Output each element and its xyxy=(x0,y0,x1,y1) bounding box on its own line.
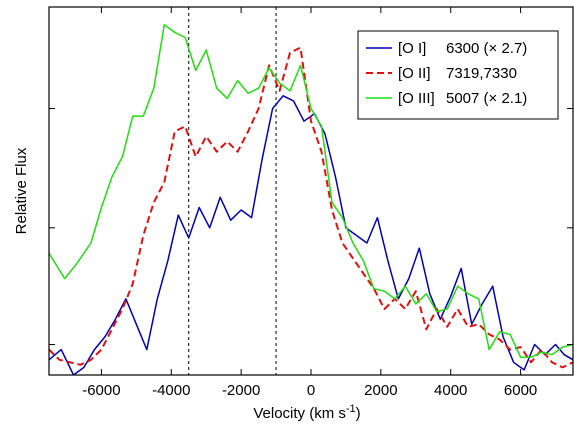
x-axis-title: Velocity (km s-1) xyxy=(253,403,360,422)
legend-suffix-2: 5007 (× 2.1) xyxy=(446,90,527,107)
x-axis-title-close: ) xyxy=(356,405,361,422)
x-tick-label-5: 4000 xyxy=(434,382,467,399)
legend-suffix-1: 7319,7330 xyxy=(446,65,517,82)
legend-suffix-0: 6300 (× 2.7) xyxy=(446,40,527,57)
x-axis-title-superscript: -1 xyxy=(346,403,356,415)
legend-label-1: [O II] xyxy=(398,65,431,82)
x-tick-label-1: -4000 xyxy=(152,382,190,399)
series-line-2 xyxy=(49,24,573,358)
legend-label-0: [O I] xyxy=(398,40,426,57)
x-tick-label-6: 6000 xyxy=(504,382,537,399)
legend-entries: [O I] 6300 (× 2.7) [O II] 7319,7330 [O III] 5… xyxy=(366,40,527,107)
axis-labels: -6000 -4000 -2000 0 2000 4000 6000 xyxy=(82,382,537,399)
legend-label-2: [O III] xyxy=(398,90,435,107)
legend: [O I] 6300 (× 2.7) [O II] 7319,7330 [O III] 5… xyxy=(357,30,559,120)
x-tick-label-2: -2000 xyxy=(222,382,260,399)
y-axis-title: Relative Flux xyxy=(13,147,30,234)
x-tick-label-4: 2000 xyxy=(364,382,397,399)
x-axis-title-main: Velocity (km s xyxy=(253,405,346,422)
series-line-1 xyxy=(49,46,573,369)
axis-ticks xyxy=(49,7,573,375)
x-tick-label-3: 0 xyxy=(307,382,315,399)
x-tick-label-0: -6000 xyxy=(82,382,120,399)
series-layer xyxy=(49,24,573,375)
plot-area xyxy=(188,7,277,375)
legend-box xyxy=(357,30,559,120)
